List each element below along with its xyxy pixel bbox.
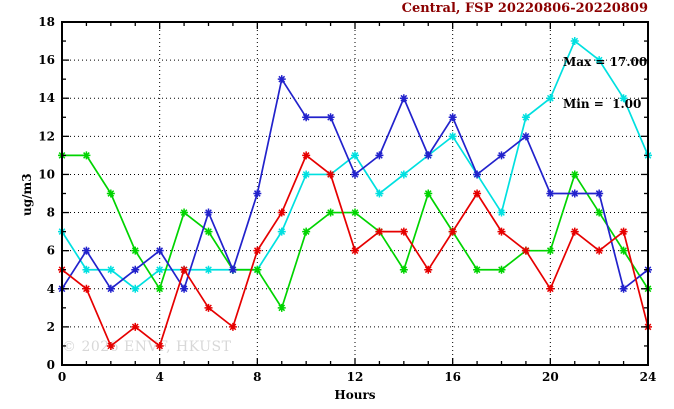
y-tick-label: 12 [38,129,55,143]
x-axis-label: Hours [334,388,376,402]
chart-title: Central, FSP 20220806-20220809 [401,1,648,16]
min-value-label: Min = 1.00 [563,97,642,111]
y-tick-label: 2 [47,320,55,334]
y-tick-labels: 0 2 4 6 8 10 12 14 16 18 [38,15,55,372]
axis-ticks [61,21,649,366]
y-tick-label: 6 [47,244,55,258]
y-tick-label: 8 [47,206,55,220]
max-min-annotation: Max = 17.00 Min = 1.00 [563,27,647,139]
x-tick-label: 4 [155,370,163,384]
x-tick-label: 0 [58,370,66,384]
x-tick-label: 20 [542,370,559,384]
x-tick-label: 16 [444,370,461,384]
series-red [58,151,652,350]
y-tick-label: 18 [38,15,55,29]
y-tick-label: 4 [47,282,55,296]
y-tick-label: 0 [47,358,55,372]
series-blue [58,75,652,293]
x-tick-label: 12 [347,370,364,384]
y-tick-label: 16 [38,53,55,67]
y-axis-label: ug/m3 [20,173,34,216]
max-value-label: Max = 17.00 [563,55,648,69]
y-tick-label: 10 [38,167,55,181]
x-tick-label: 8 [253,370,261,384]
y-tick-label: 14 [38,91,55,105]
x-tick-label: 24 [640,370,657,384]
x-tick-labels: 0 4 8 12 16 20 24 [58,370,657,384]
